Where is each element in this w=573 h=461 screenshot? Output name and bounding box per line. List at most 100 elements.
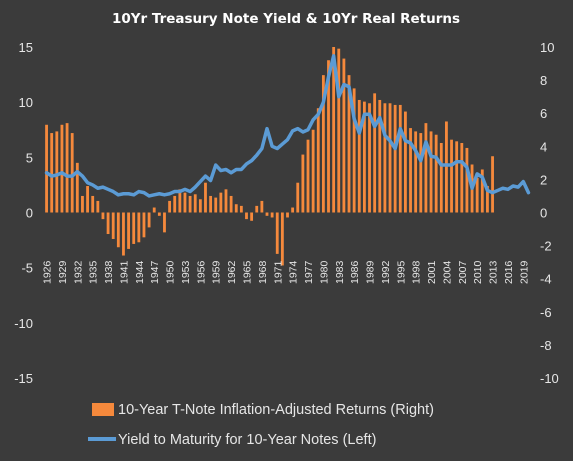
x-tick-label: 1935: [88, 260, 100, 284]
bar: [465, 147, 469, 213]
x-tick-label: 2010: [472, 260, 484, 284]
legend-bar-swatch: [92, 403, 114, 416]
right-tick-label: 6: [540, 106, 547, 121]
bar: [127, 212, 130, 249]
bar: [101, 212, 105, 220]
x-tick-label: 2016: [503, 260, 515, 284]
right-tick-label: 2: [540, 172, 547, 187]
x-tick-label: 1998: [411, 260, 423, 284]
x-tick-label: 1947: [149, 260, 161, 284]
right-y-axis: 10 8 6 4 2 0 -2 -4 -6 -8 -10: [540, 40, 559, 386]
x-tick-label: 1950: [165, 260, 177, 284]
right-tick-label: -10: [540, 371, 559, 386]
bar: [255, 205, 259, 213]
legend: 10-Year T-Note Inflation-Adjusted Return…: [88, 402, 434, 448]
right-tick-label: -8: [540, 338, 552, 353]
bar: [424, 123, 428, 213]
bar: [132, 212, 136, 244]
bar: [316, 108, 320, 213]
bar: [332, 47, 336, 213]
bar: [55, 131, 59, 213]
bar: [275, 212, 279, 254]
right-tick-label: -6: [540, 305, 552, 320]
bar: [327, 60, 330, 213]
x-tick-label: 1944: [134, 260, 146, 284]
bar: [250, 212, 254, 221]
bar: [491, 156, 494, 213]
left-tick-label: 10: [19, 95, 33, 110]
bar: [378, 99, 382, 213]
bar: [393, 104, 397, 213]
bar: [163, 212, 166, 233]
x-tick-label: 1926: [42, 260, 54, 284]
x-tick-label: 1941: [118, 260, 130, 284]
bar: [60, 124, 64, 213]
x-tick-label: 1980: [318, 260, 330, 284]
bar: [311, 129, 315, 213]
bar: [142, 212, 146, 238]
legend-line-label: Yield to Maturity for 10-Year Notes (Lef…: [118, 432, 376, 448]
bar: [260, 200, 264, 213]
bar: [157, 212, 161, 216]
bar: [409, 128, 412, 213]
bar: [219, 192, 223, 213]
right-tick-label: -4: [540, 272, 552, 287]
bar: [198, 199, 202, 213]
bar: [388, 103, 392, 213]
bar: [383, 103, 387, 213]
left-tick-label: -5: [21, 261, 33, 276]
bar: [480, 169, 484, 213]
x-tick-label: 2001: [426, 260, 438, 284]
bar: [224, 189, 228, 213]
x-tick-label: 1977: [303, 260, 315, 284]
bar: [75, 162, 79, 213]
bar: [286, 212, 289, 218]
bar: [122, 212, 125, 256]
bar: [291, 207, 295, 213]
bar: [214, 197, 218, 213]
bar: [450, 139, 453, 213]
bar: [337, 48, 341, 213]
bar: [45, 124, 48, 213]
bar: [445, 121, 448, 213]
x-tick-label: 1983: [334, 260, 346, 284]
x-tick-label: 2013: [488, 260, 500, 284]
bar: [347, 75, 351, 213]
x-tick-label: 1986: [349, 260, 361, 284]
x-tick-label: 1959: [211, 260, 223, 284]
left-y-axis: 15 10 5 0 -5 -10 -15: [14, 40, 33, 386]
x-tick-label: 1962: [226, 260, 238, 284]
bar: [178, 189, 182, 213]
bar: [398, 104, 402, 213]
bar: [173, 195, 177, 213]
bar: [239, 205, 243, 213]
chart-title: 10Yr Treasury Note Yield & 10Yr Real Ret…: [112, 11, 460, 27]
right-tick-label: 4: [540, 139, 547, 154]
bar: [342, 58, 346, 213]
bar: [321, 75, 325, 213]
bar: [434, 134, 438, 213]
bar: [306, 139, 310, 213]
bar: [419, 133, 423, 213]
bar: [168, 200, 172, 213]
x-tick-label: 1938: [103, 260, 115, 284]
bar-series: [45, 47, 494, 266]
bar: [188, 195, 192, 213]
bar: [404, 111, 407, 213]
bar: [280, 212, 284, 266]
left-tick-label: 15: [19, 40, 33, 55]
bar: [439, 142, 443, 213]
bar: [429, 131, 433, 213]
left-tick-label: -15: [14, 371, 33, 386]
x-tick-label: 1929: [57, 260, 69, 284]
bar: [475, 177, 479, 213]
bar: [368, 103, 371, 213]
bar: [91, 195, 95, 213]
bar: [270, 212, 274, 218]
x-tick-label: 1932: [72, 260, 84, 284]
bar: [414, 131, 418, 213]
bar: [455, 141, 459, 213]
bar: [70, 133, 74, 213]
bar: [96, 200, 100, 213]
